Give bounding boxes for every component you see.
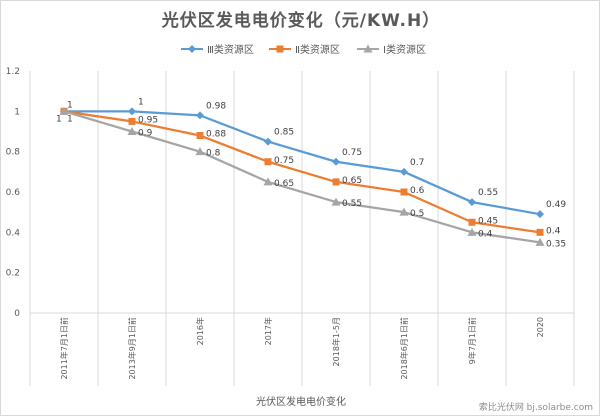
y-tick-label: 0.4	[6, 228, 21, 238]
data-label: 0.6	[410, 186, 425, 196]
data-label: 0.75	[274, 156, 294, 166]
data-point	[363, 44, 373, 53]
x-tick-label: 2011年7月1日前	[59, 317, 69, 380]
data-point	[196, 111, 204, 120]
data-label: 0.65	[342, 176, 362, 186]
data-point	[467, 227, 477, 236]
data-point	[331, 197, 341, 206]
x-axis-label: 光伏区发电电价变化	[256, 395, 346, 408]
data-point	[196, 132, 204, 140]
series-3: 1 0.9 0.8 0.65 0.55 0.5 0.4 0.35	[59, 106, 566, 249]
series-line	[63, 110, 541, 234]
data-label: 0.7	[410, 158, 424, 168]
data-label: 0.75	[342, 148, 362, 158]
data-label: 0.88	[206, 130, 226, 140]
legend-label: Ⅱ类资源区	[295, 43, 340, 56]
y-tick-label: 1	[14, 107, 20, 117]
data-point	[264, 137, 272, 146]
series-2: 1 0.95 0.88 0.75 0.65 0.6 0.45 0.4	[56, 107, 561, 236]
data-point	[468, 198, 476, 207]
legend-label: Ⅲ类资源区	[207, 43, 254, 56]
series-group: 1 1 0.980.850.750.70.550.491 0.950.880.750.…	[56, 97, 566, 249]
data-label: 0.45	[478, 216, 498, 226]
data-label: 0.5	[410, 209, 424, 219]
y-axis: 0 0.2 0.4 0.6 0.8 1 1.2	[6, 67, 21, 319]
data-point	[59, 106, 69, 115]
watermark: 索比光伏网 bj.solarbe.com	[479, 401, 593, 413]
data-label: 0.4	[478, 229, 493, 239]
data-point	[468, 218, 476, 226]
series-1: 1 1 0.98 0.85 0.75 0.7 0.55 0.49	[60, 97, 566, 219]
data-label: 0.4	[546, 226, 561, 236]
data-label: 0.35	[546, 239, 566, 249]
data-point	[535, 237, 545, 246]
data-label: 0.8	[206, 149, 221, 159]
data-point	[400, 167, 408, 176]
data-label: 0.55	[478, 188, 498, 198]
data-point	[263, 177, 273, 186]
data-label: 1	[67, 114, 73, 124]
data-label: 1	[56, 114, 62, 124]
x-tick-label: 2018年1-5月	[331, 317, 341, 366]
grid	[29, 71, 575, 386]
data-point	[400, 188, 408, 196]
data-point	[332, 157, 340, 166]
legend-item-3: Ⅰ类资源区	[357, 43, 426, 56]
series-line	[63, 110, 541, 244]
legend: Ⅲ类资源区 Ⅱ类资源区 Ⅰ类资源区	[181, 43, 426, 56]
data-point	[264, 158, 272, 166]
data-point	[128, 107, 136, 116]
data-label: 0.85	[274, 128, 294, 138]
x-tick-label: 2018年6月1日前	[399, 317, 409, 380]
data-label: 0.55	[342, 199, 362, 209]
data-point	[276, 45, 284, 53]
series-line	[64, 110, 541, 216]
y-tick-label: 0.8	[6, 148, 21, 158]
data-point	[195, 147, 205, 156]
data-label: 0.9	[138, 129, 153, 139]
y-tick-label: 0.2	[6, 269, 20, 279]
legend-label: Ⅰ类资源区	[383, 43, 426, 56]
data-label: 0.49	[546, 200, 566, 210]
chart-title: 光伏区发电电价变化（元/KW.H）	[161, 10, 440, 31]
data-point	[332, 178, 340, 186]
data-point	[536, 228, 544, 236]
y-tick-label: 0.6	[6, 188, 21, 198]
x-tick-label: 2016年	[195, 317, 205, 345]
x-axis: 2011年7月1日前 2013年9月1日前 2016年 2017年 2018年1-5月 2…	[59, 317, 545, 380]
legend-item-1: Ⅲ类资源区	[181, 43, 254, 56]
data-label: 0.98	[206, 101, 226, 111]
x-tick-label: 2017年	[263, 317, 273, 345]
y-tick-label: 1.2	[6, 67, 20, 77]
data-label: 1	[67, 100, 73, 110]
x-tick-label: 9年7月1日前	[467, 317, 477, 364]
data-point	[188, 45, 196, 53]
y-tick-label: 0	[14, 309, 20, 319]
data-label: 0.65	[274, 179, 294, 189]
data-label: 0.95	[138, 115, 158, 125]
data-point	[127, 127, 137, 135]
x-tick-label: 2013年9月1日前	[127, 317, 137, 380]
x-tick-label: 2020	[536, 317, 545, 337]
data-label: 1	[138, 97, 144, 107]
legend-item-2: Ⅱ类资源区	[269, 43, 340, 56]
data-point	[399, 207, 409, 216]
data-point	[536, 210, 544, 219]
data-point	[128, 117, 136, 125]
